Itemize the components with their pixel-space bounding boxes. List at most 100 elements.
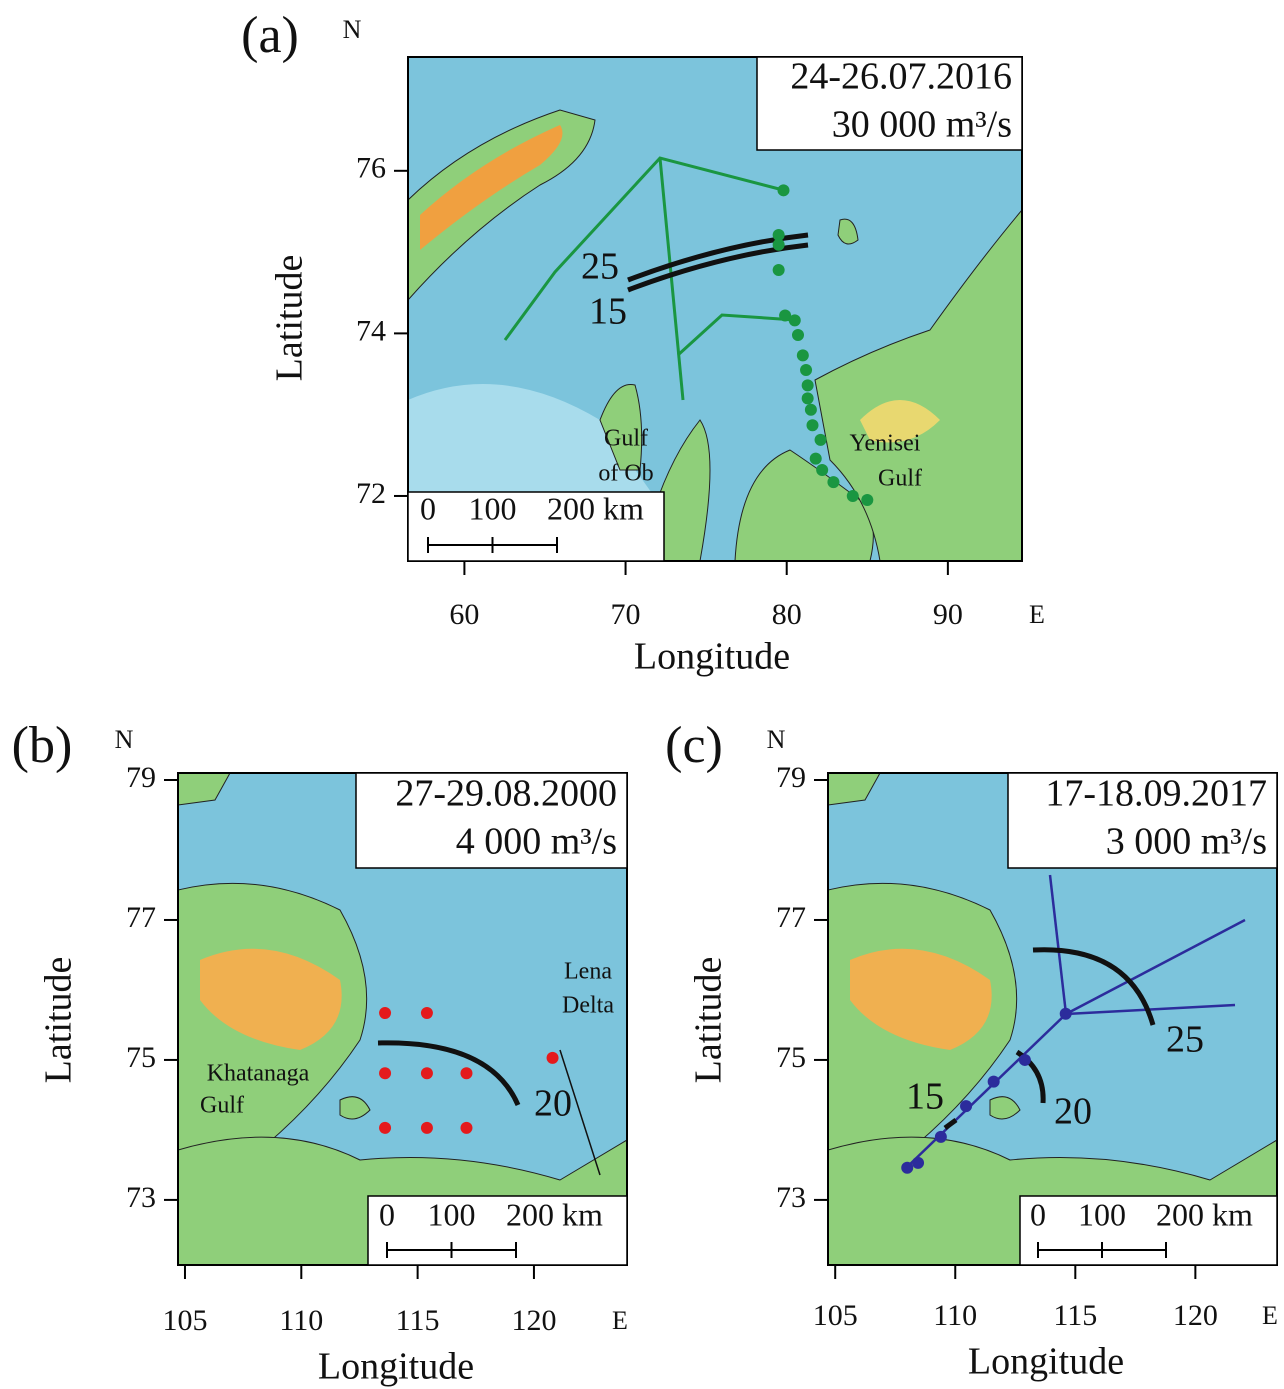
scale-label: 100: [1078, 1196, 1126, 1232]
station: [901, 1161, 914, 1174]
discharge-label: 30 000 m³/s: [832, 104, 1012, 146]
y-axis-label: Latitude: [269, 255, 311, 382]
scale-label: 100: [469, 490, 517, 526]
discharge-label: 3 000 m³/s: [1106, 821, 1267, 863]
scale-label: 0: [420, 490, 436, 526]
y-tick-label: 73: [126, 1181, 156, 1214]
station: [1018, 1053, 1031, 1066]
scale-label: 0: [1030, 1196, 1046, 1232]
station: [796, 349, 809, 362]
station: [777, 184, 790, 197]
scale-label: 0: [379, 1196, 395, 1232]
panel-label: (c): [665, 717, 723, 774]
x-tick-label: 80: [772, 598, 802, 631]
x-tick-label: 110: [933, 1299, 977, 1332]
x-tick-label: 90: [933, 598, 963, 631]
panel-label: (a): [241, 7, 299, 64]
isoline-label: 20: [534, 1083, 572, 1125]
scale-label: 200 km: [1156, 1196, 1253, 1232]
y-tick-label: 79: [776, 761, 806, 794]
x-tick-label: 105: [162, 1304, 207, 1337]
scale-box: [367, 1195, 628, 1266]
place-label: of Ob: [598, 461, 653, 487]
station: [809, 452, 822, 465]
station: [546, 1051, 559, 1064]
east-label: E: [1262, 1301, 1278, 1330]
station: [791, 329, 804, 342]
scale-label: 200 km: [506, 1196, 603, 1232]
station: [800, 363, 813, 376]
place-label: Delta: [562, 993, 614, 1019]
station: [460, 1067, 473, 1080]
y-tick-label: 79: [126, 761, 156, 794]
north-label: N: [767, 725, 786, 754]
x-axis-label: Longitude: [968, 1341, 1124, 1383]
station: [779, 309, 792, 322]
station: [806, 419, 819, 432]
station: [814, 433, 827, 446]
station: [420, 1007, 433, 1020]
place-label: Gulf: [604, 426, 648, 452]
station: [1059, 1007, 1072, 1020]
x-tick-label: 120: [511, 1304, 556, 1337]
station: [460, 1121, 473, 1134]
y-tick-label: 73: [776, 1181, 806, 1214]
x-axis-label: Longitude: [634, 636, 790, 678]
east-label: E: [1029, 600, 1045, 629]
station: [420, 1121, 433, 1134]
place-label: Yenisei: [850, 431, 921, 457]
scale-box: [1019, 1195, 1278, 1266]
x-tick-label: 70: [611, 598, 641, 631]
y-tick-label: 75: [126, 1041, 156, 1074]
scale-box: [407, 491, 665, 562]
y-axis-label: Latitude: [38, 957, 80, 1084]
x-tick-label: 105: [813, 1299, 858, 1332]
date-label: 24-26.07.2016: [790, 56, 1012, 98]
x-axis-label: Longitude: [318, 1346, 474, 1388]
station: [801, 379, 814, 392]
east-label: E: [612, 1306, 628, 1335]
station: [788, 314, 801, 327]
info-box: [1007, 772, 1278, 869]
x-tick-label: 110: [279, 1304, 323, 1337]
north-label: N: [115, 725, 134, 754]
transects: [503, 156, 1246, 1169]
station: [816, 463, 829, 476]
station: [379, 1007, 392, 1020]
scale-label: 200 km: [547, 490, 644, 526]
north-label: N: [343, 15, 362, 44]
info-box: [355, 772, 628, 869]
place-label: Gulf: [878, 466, 922, 492]
y-tick-label: 76: [356, 152, 386, 185]
isoline-label: 15: [906, 1076, 944, 1118]
y-tick-label: 74: [356, 314, 386, 347]
x-tick-label: 115: [396, 1304, 440, 1337]
isoline-label: 20: [1054, 1091, 1092, 1133]
y-tick-label: 72: [356, 477, 386, 510]
station: [420, 1067, 433, 1080]
station: [827, 476, 840, 489]
isoline-label: 25: [581, 246, 619, 288]
pointer-line: [559, 1049, 601, 1176]
panel-label: (b): [12, 717, 73, 774]
scale-label: 100: [428, 1196, 476, 1232]
x-tick-label: 115: [1053, 1299, 1097, 1332]
station: [379, 1067, 392, 1080]
place-label: Khatanaga: [207, 1061, 310, 1087]
y-tick-label: 77: [776, 901, 806, 934]
station: [846, 489, 859, 502]
date-label: 27-29.08.2000: [395, 773, 617, 815]
station: [772, 238, 785, 251]
station: [960, 1100, 973, 1113]
place-label: Gulf: [200, 1093, 244, 1119]
info-box: [756, 56, 1023, 151]
x-tick-label: 120: [1173, 1299, 1218, 1332]
isoline-label: 25: [1166, 1019, 1204, 1061]
y-tick-label: 75: [776, 1041, 806, 1074]
isoline-label: 15: [589, 291, 627, 333]
y-axis-label: Latitude: [688, 957, 730, 1084]
discharge-label: 4 000 m³/s: [456, 821, 617, 863]
station: [804, 403, 817, 416]
station: [801, 392, 814, 405]
